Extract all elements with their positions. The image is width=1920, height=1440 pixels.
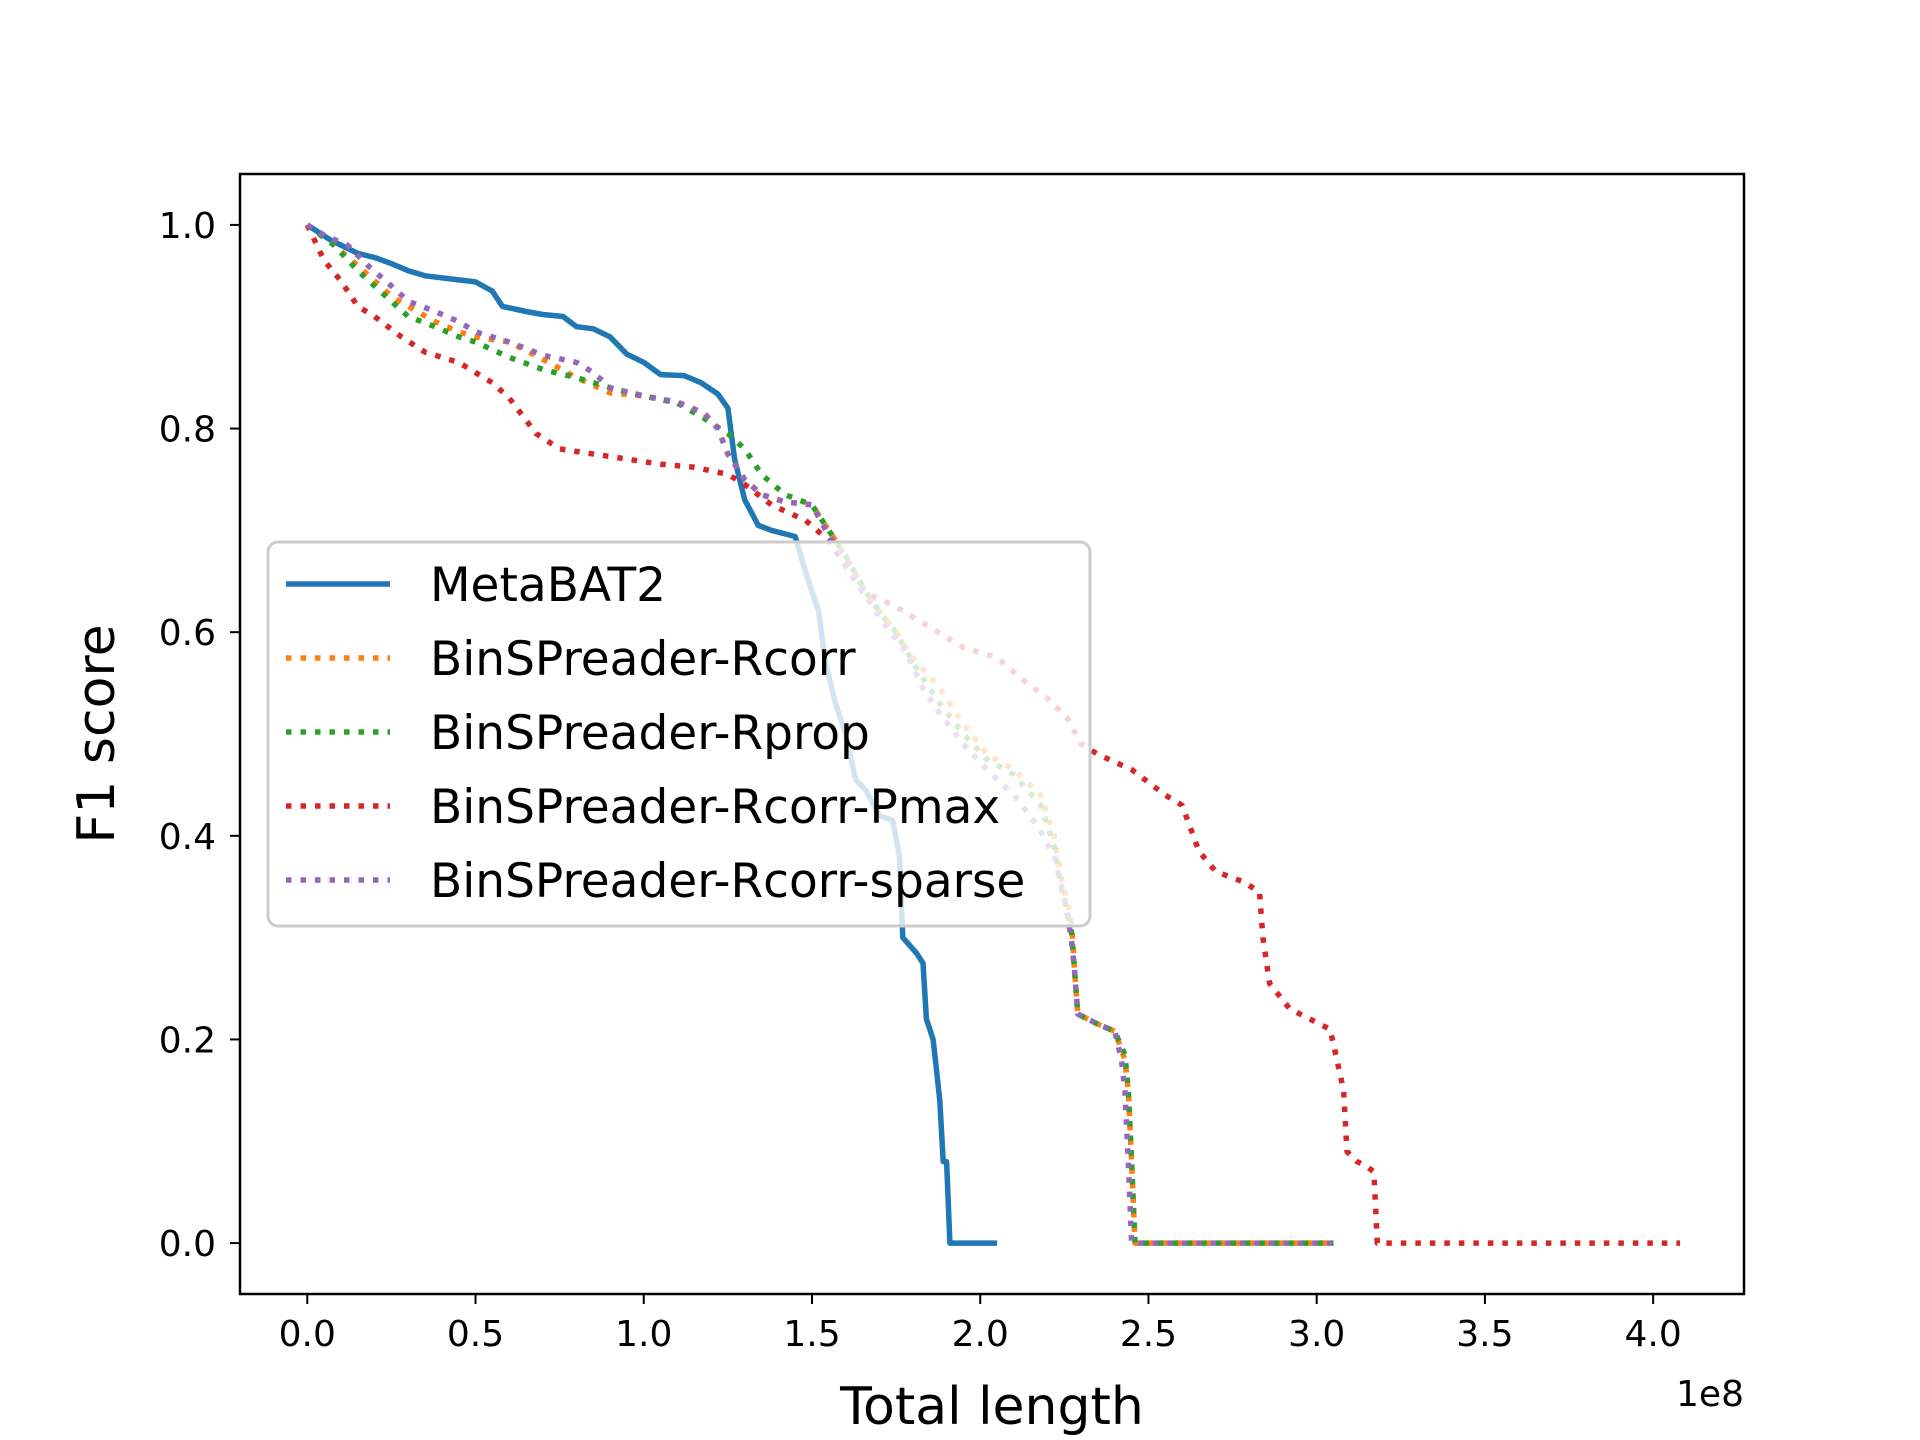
legend-label: BinSPreader-Rprop [430,706,870,761]
y-tick-label: 0.4 [159,817,216,858]
legend-label: BinSPreader-Rcorr [430,632,856,687]
x-tick-label: 0.5 [447,1314,504,1355]
legend-frame [266,540,1092,928]
x-tick-label: 1.0 [615,1314,672,1355]
series-line-0 [305,222,997,1246]
legend-label: MetaBAT2 [430,558,666,613]
y-tick-label: 0.8 [159,410,216,451]
x-tick-label: 2.5 [1120,1314,1177,1355]
x-axis-label: Total length [839,1377,1144,1437]
legend-label: BinSPreader-Rcorr-Pmax [430,780,1000,835]
x-tick-label: 3.5 [1456,1314,1513,1355]
legend-label: BinSPreader-Rcorr-sparse [430,854,1025,909]
y-axis-ticks: 0.0 0.2 0.4 0.6 0.8 1.0 [159,206,240,1265]
y-tick-label: 1.0 [159,206,216,247]
series-line-4 [305,222,1334,1246]
y-tick-label: 0.2 [159,1020,216,1061]
x-tick-label: 4.0 [1625,1314,1682,1355]
x-axis-offset-label: 1e8 [1676,1374,1744,1415]
y-tick-label: 0.0 [159,1224,216,1265]
y-tick-label: 0.6 [159,613,216,654]
x-tick-label: 1.5 [783,1314,840,1355]
x-axis-ticks: 0.0 0.5 1.0 1.5 2.0 2.5 3.0 3.5 4.0 [279,1294,1682,1355]
x-tick-label: 0.0 [279,1314,336,1355]
series-line-1 [305,222,1334,1246]
series-line-3 [304,223,1681,1246]
axes-frame [238,172,1746,1296]
x-tick-label: 2.0 [952,1314,1009,1355]
y-axis-label: F1 score [67,624,127,843]
legend: MetaBAT2 BinSPreader-Rcorr BinSPreader-Rpr… [266,540,1092,928]
x-tick-label: 3.0 [1288,1314,1345,1355]
